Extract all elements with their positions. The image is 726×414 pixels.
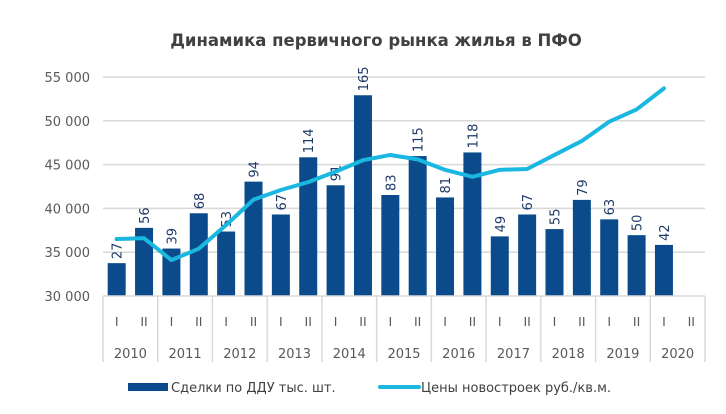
- chart-title: Динамика первичного рынка жилья в ПФО: [170, 31, 582, 50]
- bar[interactable]: [381, 195, 400, 296]
- bar[interactable]: [326, 185, 345, 296]
- bar-data-label: 63: [603, 199, 618, 216]
- legend-swatch-bar: [128, 383, 168, 391]
- legend: Сделки по ДДУ тыс. шт. Цены новостроек р…: [128, 381, 611, 396]
- half-year-label: I: [170, 314, 174, 329]
- y-tick-label: 45 000: [45, 159, 91, 174]
- bar[interactable]: [627, 235, 646, 296]
- bar[interactable]: [654, 244, 673, 296]
- bar-data-label: 56: [138, 207, 153, 224]
- year-label: 2019: [606, 347, 639, 362]
- bar-data-label: 49: [494, 216, 509, 233]
- bar-data-label: 115: [412, 127, 427, 152]
- year-label: 2013: [278, 347, 311, 362]
- bar-data-label: 50: [631, 215, 646, 232]
- year-label: 2014: [333, 347, 366, 362]
- half-year-label: II: [414, 314, 421, 329]
- legend-label-prices: Цены новостроек руб./кв.м.: [421, 381, 611, 396]
- bar-data-label: 83: [384, 174, 399, 191]
- half-year-label: II: [140, 314, 147, 329]
- half-year-label: I: [443, 314, 447, 329]
- year-label: 2016: [442, 347, 475, 362]
- legend-item-prices[interactable]: Цены новостроек руб./кв.м.: [378, 381, 611, 396]
- half-year-label: II: [523, 314, 530, 329]
- year-label: 2010: [114, 347, 147, 362]
- bar[interactable]: [518, 214, 537, 296]
- bar[interactable]: [353, 95, 372, 296]
- bar[interactable]: [299, 157, 318, 296]
- half-year-label: II: [469, 314, 476, 329]
- half-year-label: II: [688, 314, 695, 329]
- half-year-label: II: [578, 314, 585, 329]
- bar[interactable]: [545, 229, 564, 296]
- bar-data-label: 53: [220, 211, 235, 228]
- bar-data-label: 39: [165, 228, 180, 245]
- bar[interactable]: [463, 152, 482, 296]
- half-year-label: I: [553, 314, 557, 329]
- bar-data-label: 79: [576, 179, 591, 196]
- year-label: 2018: [552, 347, 585, 362]
- bar-data-label: 81: [439, 177, 454, 194]
- half-year-label: I: [224, 314, 228, 329]
- bar-series: [107, 95, 673, 296]
- bar-data-label: 67: [275, 194, 290, 211]
- year-label: 2017: [497, 347, 530, 362]
- line-series: [114, 86, 666, 263]
- bar[interactable]: [408, 156, 427, 296]
- bar-data-label: 118: [466, 124, 481, 149]
- bar-data-label: 42: [658, 224, 673, 241]
- y-tick-label: 30 000: [45, 290, 91, 305]
- half-year-label: II: [305, 314, 312, 329]
- bar-data-label: 68: [193, 193, 208, 210]
- bar[interactable]: [436, 197, 455, 296]
- legend-item-deals[interactable]: Сделки по ДДУ тыс. шт.: [128, 381, 336, 396]
- y-tick-label: 50 000: [45, 115, 91, 130]
- bar-data-label: 94: [248, 161, 263, 178]
- legend-label-deals: Сделки по ДДУ тыс. шт.: [171, 381, 336, 396]
- bar[interactable]: [572, 199, 591, 296]
- bar-data-label: 114: [302, 128, 317, 153]
- bar[interactable]: [244, 181, 263, 296]
- half-year-label: I: [662, 314, 666, 329]
- half-year-label: I: [115, 314, 119, 329]
- bar-data-label: 27: [111, 243, 126, 260]
- y-tick-label: 55 000: [45, 71, 91, 86]
- half-year-label: I: [279, 314, 283, 329]
- bar[interactable]: [217, 231, 236, 296]
- bar[interactable]: [490, 236, 509, 296]
- bar[interactable]: [162, 248, 181, 296]
- y-tick-label: 40 000: [45, 202, 91, 217]
- bar-data-label: 165: [357, 66, 372, 91]
- bar-data-label: 55: [549, 209, 564, 226]
- half-year-label: I: [388, 314, 392, 329]
- bar[interactable]: [135, 227, 154, 296]
- half-year-label: II: [359, 314, 366, 329]
- year-label: 2011: [169, 347, 202, 362]
- half-year-label: I: [334, 314, 338, 329]
- y-axis: 30 000 35 000 40 000 45 000 50 000 55 000: [45, 71, 91, 305]
- year-label: 2015: [387, 347, 420, 362]
- year-label: 2012: [223, 347, 256, 362]
- bar[interactable]: [600, 219, 619, 296]
- half-year-label: II: [250, 314, 257, 329]
- y-tick-label: 35 000: [45, 246, 91, 261]
- year-label: 2020: [661, 347, 694, 362]
- half-year-label: II: [195, 314, 202, 329]
- half-year-label: I: [607, 314, 611, 329]
- bar[interactable]: [107, 263, 126, 296]
- bar[interactable]: [189, 213, 208, 296]
- bar[interactable]: [271, 214, 290, 296]
- bar-data-labels: 2756396853946711491165831158111849675579…: [111, 66, 673, 259]
- half-year-label: II: [633, 314, 640, 329]
- half-year-label: I: [498, 314, 502, 329]
- bar-data-label: 67: [521, 194, 536, 211]
